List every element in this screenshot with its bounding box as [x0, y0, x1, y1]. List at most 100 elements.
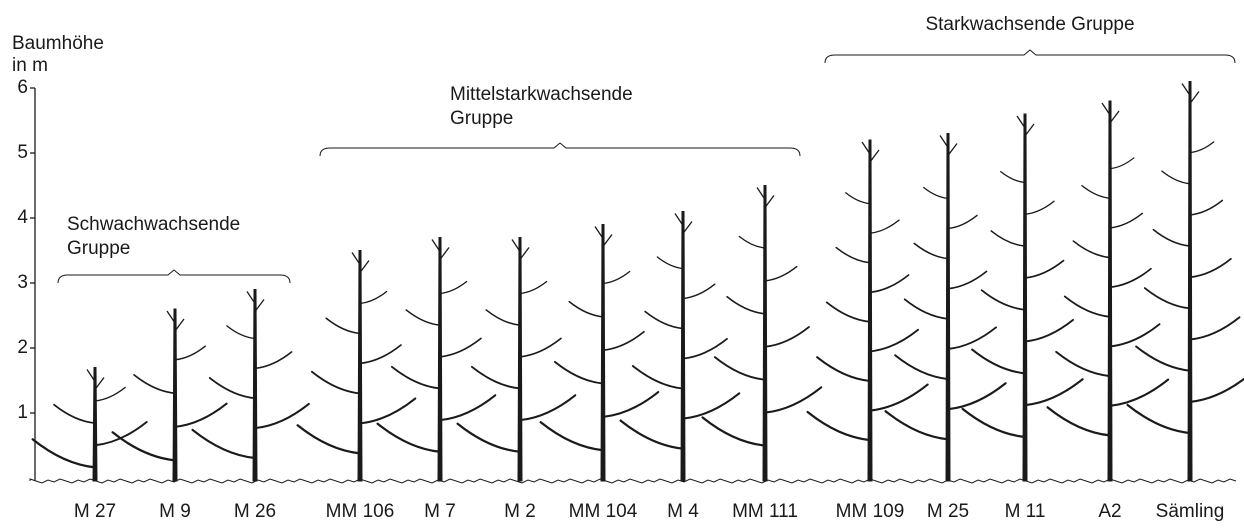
branch: [1190, 317, 1240, 339]
branch: [440, 395, 495, 420]
trunk: [1023, 114, 1027, 481]
branch: [378, 424, 440, 452]
branch: [870, 220, 899, 233]
branch: [95, 422, 147, 445]
branch: [312, 372, 360, 394]
branch: [991, 231, 1025, 246]
branch: [827, 302, 870, 322]
branch: [972, 350, 1025, 374]
branch: [1065, 296, 1110, 316]
group-label: Gruppe: [67, 238, 130, 259]
branch: [1025, 379, 1083, 405]
group-label: Mittelstarkwachsende: [450, 84, 633, 105]
group-label: Gruppe: [450, 108, 513, 129]
branch: [1025, 320, 1073, 342]
branch: [963, 409, 1025, 437]
branch: [905, 299, 948, 319]
branch: [134, 375, 175, 393]
tree: [378, 238, 496, 482]
branch: [948, 327, 996, 349]
branch: [360, 399, 415, 424]
y-axis-label: in m: [12, 55, 48, 76]
branch: [1145, 288, 1190, 308]
branch: [914, 243, 948, 258]
branch: [520, 282, 547, 294]
branch: [1110, 269, 1151, 287]
branch: [715, 357, 765, 380]
branch: [440, 338, 481, 356]
y-tick-label: 3: [17, 272, 28, 293]
branch: [870, 275, 909, 292]
x-tick-label: MM 104: [569, 501, 638, 522]
group-bracket: [825, 50, 1235, 63]
branch: [1048, 407, 1110, 435]
trunk: [1188, 82, 1192, 482]
branch: [541, 422, 603, 450]
trunk: [868, 140, 872, 481]
branch: [1025, 261, 1064, 278]
branch: [982, 290, 1025, 310]
branch: [1136, 347, 1190, 371]
branch: [458, 424, 520, 452]
branch: [406, 310, 440, 325]
branch: [1128, 405, 1190, 433]
branch: [1025, 201, 1054, 214]
branch: [54, 405, 95, 423]
branch: [765, 387, 821, 412]
trunk: [763, 186, 767, 482]
branch: [1082, 186, 1110, 199]
branch: [683, 339, 727, 359]
branch: [739, 236, 765, 248]
x-tick-label: M 27: [74, 501, 116, 522]
branch: [1110, 324, 1160, 346]
y-tick-label: 2: [17, 337, 28, 358]
branch: [765, 327, 809, 347]
branch: [1110, 380, 1168, 406]
branch: [298, 425, 360, 453]
x-tick-label: MM 109: [836, 501, 905, 522]
branch: [255, 404, 309, 428]
branch: [836, 248, 870, 263]
x-tick-label: M 11: [1005, 501, 1046, 522]
branch: [440, 282, 467, 294]
tree: [703, 186, 822, 482]
branch: [765, 267, 797, 281]
branch: [1073, 241, 1110, 257]
trunk: [173, 309, 177, 481]
branch: [227, 326, 255, 339]
branch: [210, 378, 255, 398]
branch: [392, 367, 440, 389]
tree: [621, 212, 740, 482]
branch: [683, 393, 739, 418]
y-axis-label: Baumhöhe: [12, 33, 104, 54]
trunk: [253, 290, 257, 482]
x-tick-label: MM 106: [326, 501, 395, 522]
branch: [1110, 213, 1142, 228]
tree: [1128, 82, 1244, 482]
branch: [846, 193, 870, 204]
tree: [886, 134, 1006, 482]
group-label: Schwachwachsende: [67, 214, 240, 235]
branch: [520, 395, 575, 420]
branch: [603, 332, 644, 350]
tree: [458, 238, 576, 482]
trunk: [601, 225, 605, 482]
branch: [472, 367, 520, 389]
group-bracket: [320, 143, 800, 156]
x-tick-label: M 25: [927, 501, 969, 522]
branch: [948, 383, 1006, 409]
x-tick-label: M 2: [504, 501, 536, 522]
branch: [633, 366, 683, 389]
x-tick-label: M 26: [234, 501, 276, 522]
branch: [1001, 172, 1025, 183]
branch: [255, 352, 292, 368]
branch: [193, 430, 255, 458]
branch: [360, 292, 387, 304]
y-tick-label: 1: [17, 402, 28, 423]
branch: [948, 271, 987, 288]
tree: [541, 225, 659, 482]
branch: [1162, 171, 1190, 184]
branch: [1190, 200, 1222, 215]
branch: [95, 387, 125, 401]
branch: [360, 345, 401, 363]
